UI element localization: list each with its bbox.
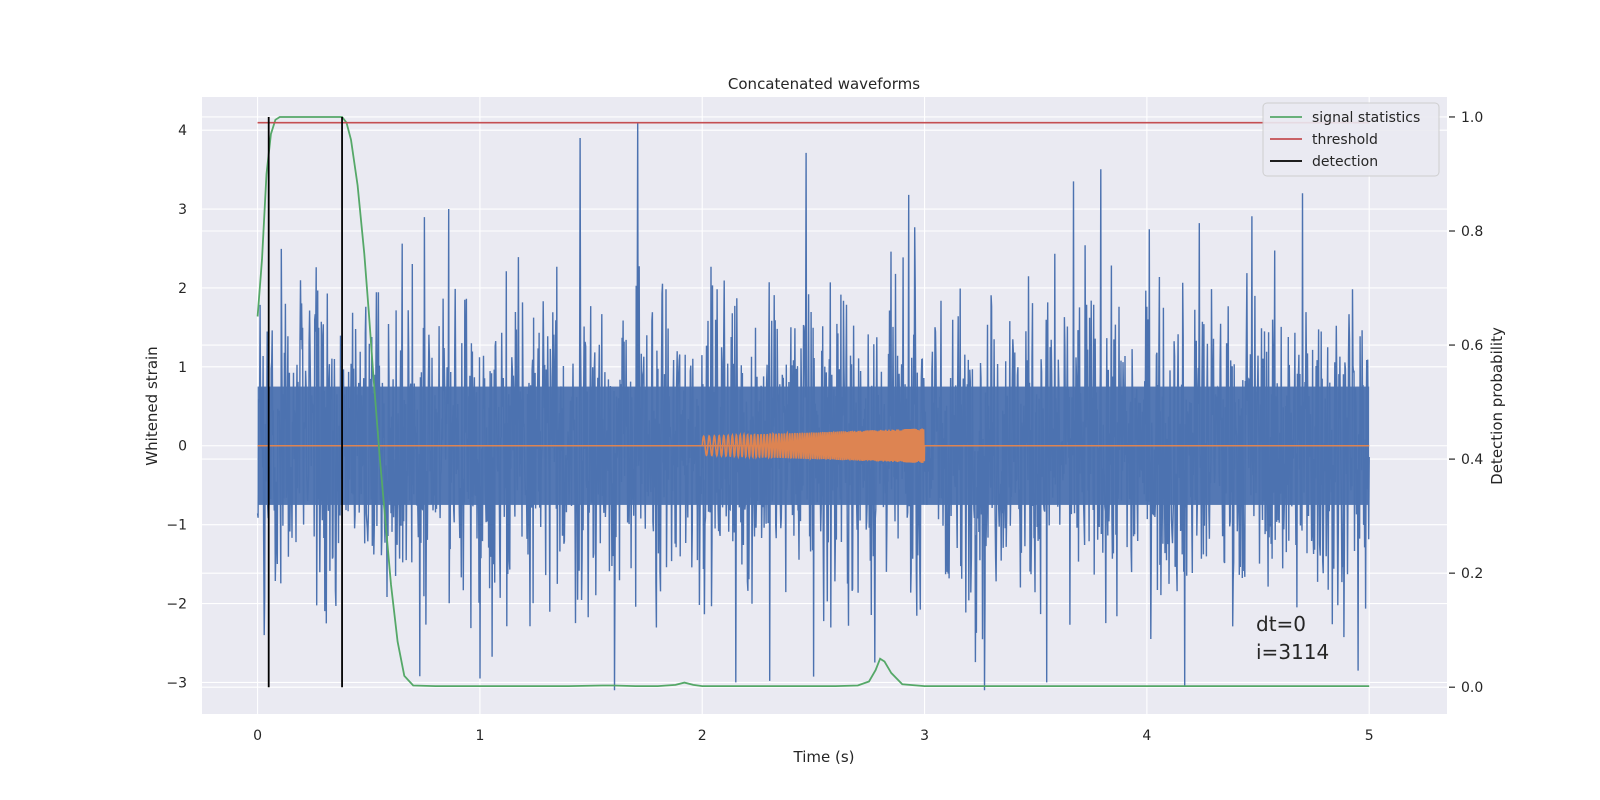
x-tick-label: 3 [920, 728, 929, 744]
annotation-dt: dt=0 [1256, 612, 1306, 636]
y-tick-label-left: −2 [166, 597, 187, 613]
y-tick-label-left: 2 [178, 281, 187, 297]
y-tick-label-right: 0.8 [1461, 224, 1483, 240]
y-tick-label-right: 0.4 [1461, 452, 1483, 468]
chart-title: Concatenated waveforms [728, 75, 920, 93]
legend: signal statistics threshold detection [1262, 102, 1440, 177]
x-tick-label: 2 [698, 728, 707, 744]
y-tick-label-left: −3 [166, 675, 187, 691]
y-axis-label-left: Whitened strain [143, 346, 161, 465]
y-tick-label-left: 4 [178, 123, 187, 139]
injection-layer [257, 428, 1370, 463]
axes-layer: 0 1 2 3 4 5 −3 −2 −1 0 1 2 3 4 0.0 0.2 0.4 0.6 0.8 1.0 [166, 110, 1483, 744]
x-tick-label: 5 [1365, 728, 1374, 744]
y-tick-label-right: 1.0 [1461, 110, 1483, 126]
injection-chirp [701, 428, 926, 463]
y-tick-label-right: 0.2 [1461, 566, 1483, 582]
y-tick-label-right: 0.6 [1461, 338, 1483, 354]
y-tick-label-left: 0 [178, 439, 187, 455]
y-tick-label-right: 0.0 [1461, 680, 1483, 696]
annotation-i: i=3114 [1256, 640, 1329, 664]
legend-label: detection [1312, 154, 1378, 170]
x-tick-label: 1 [475, 728, 484, 744]
y-axis-label-right: Detection probability [1488, 327, 1506, 485]
signal-statistics-line [256, 116, 1370, 687]
legend-label: signal statistics [1312, 110, 1420, 126]
right-axis-layer [256, 116, 1370, 688]
x-axis-label: Time (s) [793, 748, 855, 766]
y-tick-label-left: 1 [178, 360, 187, 376]
y-tick-label-left: 3 [178, 202, 187, 218]
x-tick-label: 4 [1142, 728, 1151, 744]
legend-label: threshold [1312, 132, 1378, 148]
x-tick-label: 0 [253, 728, 262, 744]
y-tick-label-left: −1 [166, 518, 187, 534]
legend-box [1262, 102, 1440, 177]
